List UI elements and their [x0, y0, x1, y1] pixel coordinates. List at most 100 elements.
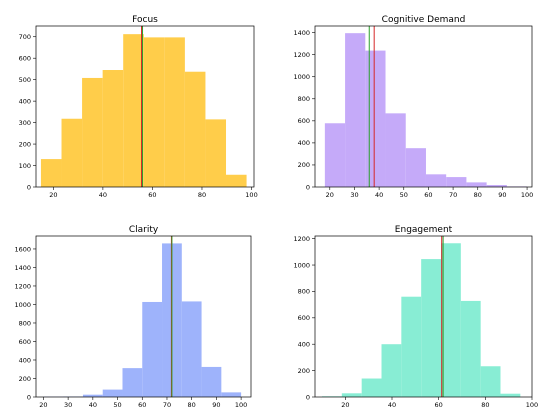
cognitive-demand-x-tick-label-6: 80	[474, 191, 482, 199]
focus-y-tick-label-7: 700	[19, 33, 31, 41]
clarity-y-tick-label-7: 1400	[14, 264, 31, 272]
focus-bar-2	[82, 77, 103, 187]
clarity-x-tick-label-7: 90	[212, 401, 220, 409]
engagement-axes-frame	[314, 235, 533, 398]
cognitive-demand-x-tick-label-5: 70	[449, 191, 457, 199]
cognitive-demand-x-tick-label-3: 50	[400, 191, 408, 199]
focus-bar-6	[164, 37, 185, 187]
cognitive-demand-x-tick-label-8: 100	[521, 191, 533, 199]
focus-x-tick-label-3: 80	[198, 191, 206, 199]
focus-x-tick-label-2: 60	[148, 191, 156, 199]
clarity-y-tick-label-5: 1000	[14, 301, 31, 309]
engagement-y-tick-label-6: 1200	[293, 235, 310, 243]
focus-bar-5	[143, 37, 165, 187]
engagement-bar-6	[441, 243, 461, 397]
focus-bar-7	[184, 71, 206, 187]
focus-y-tick-label-5: 500	[19, 76, 31, 84]
cognitive-demand-bar-2	[365, 50, 386, 188]
clarity-y-tick-label-8: 1600	[14, 245, 31, 253]
cognitive-demand-bar-1	[345, 33, 366, 187]
cognitive-demand-bar-5	[425, 174, 447, 187]
cognitive-demand-bar-0	[324, 123, 346, 187]
focus-bar-8	[205, 119, 227, 187]
clarity-x-tick-label-6: 80	[188, 401, 196, 409]
engagement-bar-5	[421, 259, 441, 397]
clarity-y-tick-label-0: 0	[27, 393, 31, 401]
engagement-title: Engagement	[395, 225, 453, 235]
clarity-title: Clarity	[129, 225, 159, 235]
clarity-axes-frame	[35, 235, 252, 398]
engagement-bar-3	[381, 344, 402, 397]
clarity-x-tick-label-5: 70	[163, 401, 171, 409]
engagement-bar-1	[341, 393, 362, 397]
clarity-x-tick-label-8: 100	[235, 401, 247, 409]
clarity-bar-4	[122, 368, 143, 397]
engagement-x-tick-label-3: 80	[481, 401, 489, 409]
cognitive-demand-bar-4	[405, 148, 426, 187]
engagement-bar-2	[361, 378, 382, 397]
engagement-y-tick-label-1: 200	[298, 367, 310, 375]
clarity-y-tick-label-3: 600	[19, 338, 31, 346]
engagement-bar-8	[480, 366, 501, 397]
clarity-y-tick-label-2: 400	[19, 356, 31, 364]
engagement-y-tick-label-2: 400	[298, 341, 310, 349]
cognitive-demand-x-tick-label-4: 60	[424, 191, 432, 199]
engagement-x-tick-label-1: 40	[388, 401, 396, 409]
clarity-x-tick-label-2: 40	[89, 401, 97, 409]
cognitive-demand-bar-6	[446, 177, 467, 187]
cognitive-demand-bar-3	[385, 113, 406, 187]
engagement-bar-7	[460, 300, 481, 397]
clarity-bar-2	[82, 394, 103, 397]
cognitive-demand-x-tick-label-0: 20	[326, 191, 334, 199]
focus-bar-4	[123, 34, 144, 187]
cognitive-demand-title: Cognitive Demand	[382, 15, 466, 25]
clarity-x-tick-label-1: 30	[64, 401, 72, 409]
engagement-y-tick-label-3: 600	[298, 314, 310, 322]
engagement-y-tick-label-0: 0	[306, 393, 310, 401]
clarity-x-tick-label-0: 20	[39, 401, 47, 409]
engagement-bar-4	[401, 296, 422, 397]
clarity-x-tick-label-4: 60	[138, 401, 146, 409]
focus-x-tick-label-1: 40	[99, 191, 107, 199]
clarity-bar-8	[201, 366, 222, 397]
clarity-bar-5	[142, 301, 163, 397]
focus-y-tick-label-2: 200	[19, 140, 31, 148]
clarity-bar-9	[221, 392, 242, 397]
cognitive-demand-y-tick-label-1: 200	[298, 161, 310, 169]
clarity-y-tick-label-1: 200	[19, 375, 31, 383]
engagement-x-tick-label-2: 60	[435, 401, 443, 409]
focus-x-tick-label-4: 100	[245, 191, 257, 199]
engagement-bar-9	[500, 393, 521, 397]
cognitive-demand-x-tick-label-2: 40	[375, 191, 383, 199]
clarity-y-tick-label-6: 1200	[14, 282, 31, 290]
focus-y-tick-label-6: 600	[19, 55, 31, 63]
engagement-x-tick-label-4: 100	[526, 401, 538, 409]
focus-x-tick-label-0: 20	[49, 191, 57, 199]
cognitive-demand-axes-frame	[314, 25, 533, 188]
clarity-bar-3	[102, 389, 123, 397]
cognitive-demand-y-tick-label-6: 1200	[293, 51, 310, 59]
focus-histogram-panel: Focus 20 40 60 80 100 0 100 200 300 400 500 600 700	[19, 15, 258, 199]
cognitive-demand-y-tick-label-4: 800	[298, 95, 310, 103]
engagement-histogram-panel: Engagement 20 40 60 80 100020040060080010001…	[293, 225, 538, 409]
focus-y-tick-label-0: 0	[27, 183, 31, 191]
focus-bar-9	[226, 174, 247, 187]
focus-bar-3	[102, 70, 124, 187]
cognitive-demand-bar-8	[486, 185, 507, 187]
focus-axes-frame	[35, 25, 255, 188]
cognitive-demand-histogram-panel: Cognitive Demand 20 30 40 50 60 70 80 90 1000200…	[293, 15, 533, 199]
clarity-histogram-panel: Clarity 20 30 40 50 60 70 80 90 1000200400600800…	[14, 225, 252, 409]
focus-title: Focus	[132, 15, 158, 25]
engagement-y-tick-label-4: 800	[298, 288, 310, 296]
clarity-x-tick-label-3: 50	[113, 401, 121, 409]
cognitive-demand-y-tick-label-3: 600	[298, 117, 310, 125]
focus-y-tick-label-1: 100	[19, 162, 31, 170]
focus-y-tick-label-4: 400	[19, 97, 31, 105]
cognitive-demand-bar-7	[466, 182, 487, 187]
cognitive-demand-x-tick-label-7: 90	[498, 191, 506, 199]
focus-y-tick-label-3: 300	[19, 119, 31, 127]
focus-bar-0	[40, 159, 62, 187]
engagement-x-tick-label-0: 20	[341, 401, 349, 409]
cognitive-demand-x-tick-label-1: 30	[350, 191, 358, 199]
